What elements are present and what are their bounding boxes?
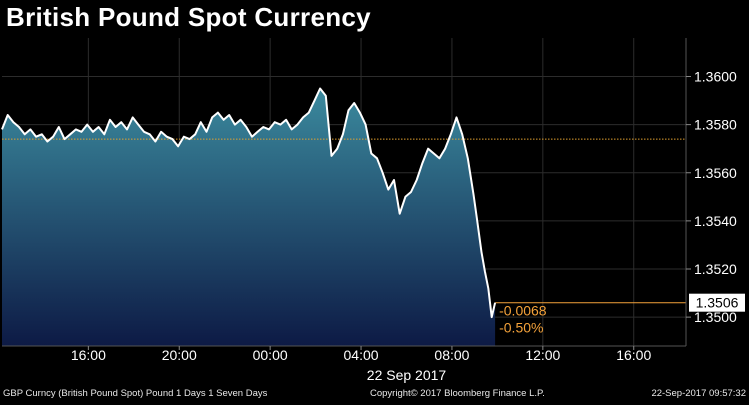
x-tick-label: 00:00 bbox=[253, 347, 288, 363]
x-tick-label: 16:00 bbox=[616, 347, 651, 363]
y-tick-label: 1.3560 bbox=[694, 165, 737, 181]
x-tick-label: 12:00 bbox=[525, 347, 560, 363]
footer-bar: GBP Curncy (British Pound Spot) Pound 1 … bbox=[0, 386, 749, 405]
price-chart: 1.3600 1.3580 1.3560 1.3540 1.3520 1.3500 16:… bbox=[1, 38, 745, 383]
price-line bbox=[1, 87, 497, 319]
x-tick-label: 16:00 bbox=[71, 347, 106, 363]
x-tick-label: 20:00 bbox=[162, 347, 197, 363]
footer-copyright: Copyright© 2017 Bloomberg Finance L.P. bbox=[370, 388, 545, 399]
x-tick-label: 04:00 bbox=[344, 347, 379, 363]
price-area bbox=[2, 88, 496, 346]
last-price-value: 1.3506 bbox=[696, 295, 739, 311]
y-tick-label: 1.3520 bbox=[694, 261, 737, 277]
y-tick-label: 1.3600 bbox=[694, 69, 737, 85]
change-absolute: -0.0068 bbox=[499, 303, 547, 319]
footer-timestamp: 22-Sep-2017 09:57:32 bbox=[651, 388, 746, 399]
y-tick-label: 1.3580 bbox=[694, 117, 737, 133]
chart-title: British Pound Spot Currency bbox=[6, 2, 371, 32]
x-tick-label: 08:00 bbox=[434, 347, 469, 363]
x-axis-date-label: 22 Sep 2017 bbox=[367, 367, 447, 383]
last-price-badge: 1.3506 bbox=[689, 293, 745, 312]
footer-security-description: GBP Curncy (British Pound Spot) Pound 1 … bbox=[3, 388, 268, 399]
change-percent: -0.50% bbox=[499, 320, 543, 336]
y-tick-label: 1.3500 bbox=[694, 309, 737, 325]
y-tick-label: 1.3540 bbox=[694, 213, 737, 229]
